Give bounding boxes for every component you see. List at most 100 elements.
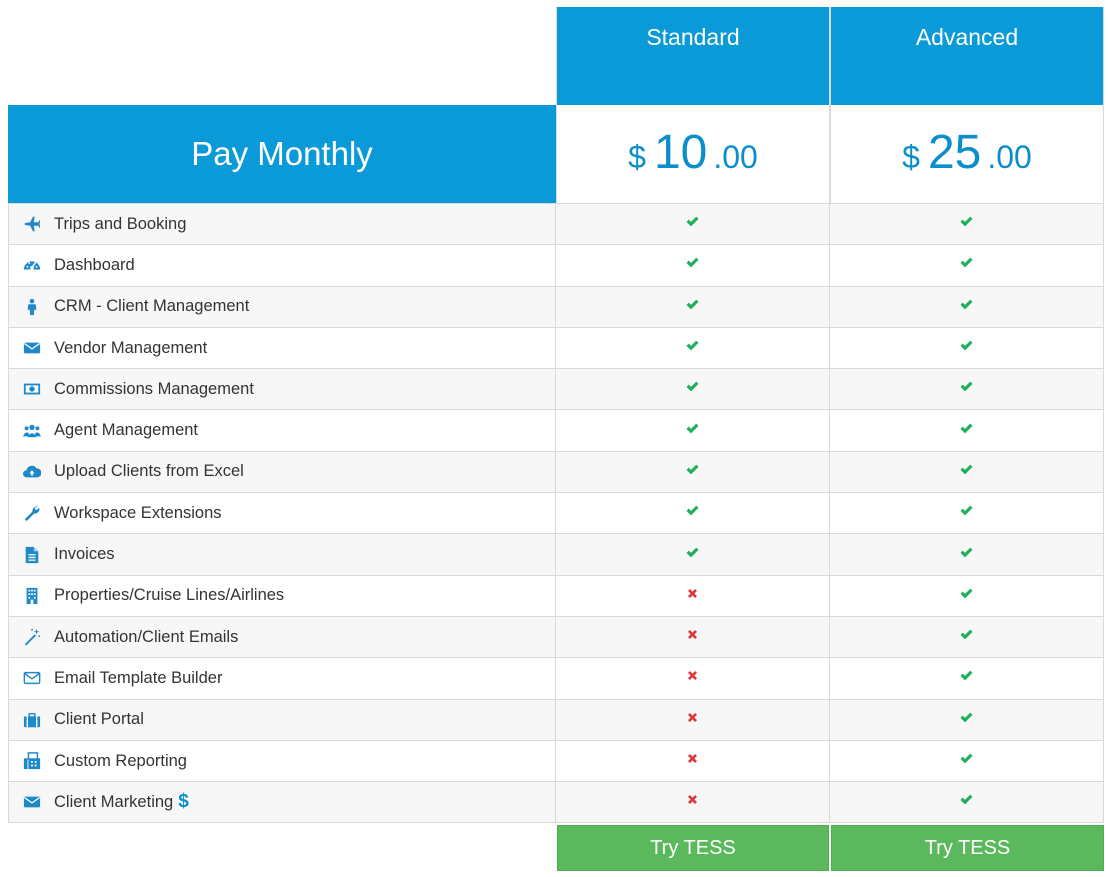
feature-row: CRM - Client Management xyxy=(8,286,1104,328)
included-mark xyxy=(959,214,974,234)
availability-advanced xyxy=(830,782,1104,823)
availability-advanced xyxy=(830,740,1104,782)
feature-label: Client Marketing xyxy=(54,792,174,811)
feature-cell: Email Template Builder xyxy=(8,658,556,699)
feature-row: Workspace Extensions xyxy=(8,493,1104,535)
suitcase-icon xyxy=(22,710,42,730)
check-icon xyxy=(686,381,699,392)
availability-advanced xyxy=(830,616,1104,658)
not-included-mark xyxy=(685,586,700,606)
cross-icon xyxy=(688,630,697,640)
feature-row: Invoices xyxy=(8,534,1104,576)
feature-label: Properties/Cruise Lines/Airlines xyxy=(54,586,285,605)
feature-row: Properties/Cruise Lines/Airlines xyxy=(8,575,1104,617)
envelope-icon xyxy=(22,338,42,358)
check-icon xyxy=(686,299,699,310)
feature-row: Commissions Management xyxy=(8,369,1104,411)
included-mark xyxy=(959,338,974,358)
availability-advanced xyxy=(830,410,1104,451)
envelope-outline-icon xyxy=(22,668,42,688)
availability-standard xyxy=(556,493,830,534)
availability-standard xyxy=(556,327,830,369)
check-icon xyxy=(960,299,973,310)
plan-header-standard: Standard xyxy=(556,7,830,105)
availability-standard xyxy=(556,616,830,658)
included-mark xyxy=(959,462,974,482)
availability-standard xyxy=(556,534,830,575)
availability-standard xyxy=(556,245,830,286)
not-included-mark xyxy=(685,751,700,771)
feature-label: Trips and Booking xyxy=(54,214,187,233)
availability-advanced xyxy=(830,575,1104,616)
check-icon xyxy=(960,340,973,351)
feature-cell: Trips and Booking xyxy=(8,204,556,245)
plane-icon xyxy=(22,214,42,234)
plan-name: Standard xyxy=(646,24,740,50)
envelope-icon xyxy=(22,792,42,812)
feature-cell: Agent Management xyxy=(8,410,556,451)
included-mark xyxy=(685,214,700,234)
included-mark xyxy=(959,297,974,317)
check-icon xyxy=(686,340,699,351)
availability-advanced xyxy=(830,699,1104,740)
included-mark xyxy=(685,255,700,275)
not-included-mark xyxy=(685,668,700,688)
feature-label: Invoices xyxy=(54,545,115,564)
included-mark xyxy=(959,586,974,606)
check-icon xyxy=(960,712,973,723)
price-cents: .00 xyxy=(713,139,758,175)
billing-label: Pay Monthly xyxy=(191,135,373,172)
try-tess-standard-button[interactable]: Try TESS xyxy=(557,825,829,871)
check-icon xyxy=(960,505,973,516)
check-icon xyxy=(960,588,973,599)
feature-label: Email Template Builder xyxy=(54,668,223,687)
included-mark xyxy=(959,751,974,771)
availability-advanced xyxy=(830,245,1104,286)
feature-table: Trips and Booking Dashboard CRM - Client M… xyxy=(8,203,1104,824)
feature-row: Agent Management xyxy=(8,410,1104,452)
cloud-upload-icon xyxy=(22,462,42,482)
included-mark xyxy=(959,255,974,275)
feature-row: Vendor Management xyxy=(8,327,1104,370)
check-icon xyxy=(960,381,973,392)
availability-advanced xyxy=(830,451,1104,493)
feature-row: Dashboard xyxy=(8,245,1104,287)
feature-label: CRM - Client Management xyxy=(54,297,250,316)
price-currency: $ xyxy=(628,139,646,175)
feature-row: Upload Clients from Excel xyxy=(8,451,1104,494)
availability-advanced xyxy=(830,534,1104,575)
feature-row: Custom Reporting xyxy=(8,740,1104,783)
price-amount: 10 xyxy=(653,126,708,179)
feature-cell: Properties/Cruise Lines/Airlines xyxy=(8,575,556,616)
price-currency: $ xyxy=(902,139,920,175)
price-standard: $ 10 .00 xyxy=(556,105,830,203)
check-icon xyxy=(960,258,973,268)
feature-cell: Client Portal xyxy=(8,699,556,740)
availability-advanced xyxy=(830,327,1104,369)
availability-standard xyxy=(556,740,830,782)
availability-standard xyxy=(556,782,830,823)
included-mark xyxy=(959,710,974,730)
feature-label: Upload Clients from Excel xyxy=(54,462,244,481)
button-label: Try TESS xyxy=(650,836,736,859)
cross-icon xyxy=(688,712,697,722)
check-icon xyxy=(686,216,699,227)
availability-standard xyxy=(556,699,830,740)
feature-cell: CRM - Client Management xyxy=(8,286,556,327)
check-icon xyxy=(686,258,699,268)
cross-icon xyxy=(688,671,697,681)
feature-cell: Custom Reporting xyxy=(8,740,556,782)
feature-cell: Dashboard xyxy=(8,245,556,286)
try-tess-advanced-button[interactable]: Try TESS xyxy=(831,825,1104,871)
plan-header-advanced: Advanced xyxy=(830,7,1104,105)
included-mark xyxy=(959,792,974,812)
dashboard-icon xyxy=(22,255,42,275)
price-advanced: $ 25 .00 xyxy=(830,105,1104,203)
fax-icon xyxy=(22,751,42,771)
wrench-icon xyxy=(22,503,42,523)
included-mark xyxy=(685,379,700,399)
check-icon xyxy=(960,216,973,227)
included-mark xyxy=(685,421,700,441)
feature-cell: Vendor Management xyxy=(8,327,556,369)
feature-cell: Invoices xyxy=(8,534,556,575)
